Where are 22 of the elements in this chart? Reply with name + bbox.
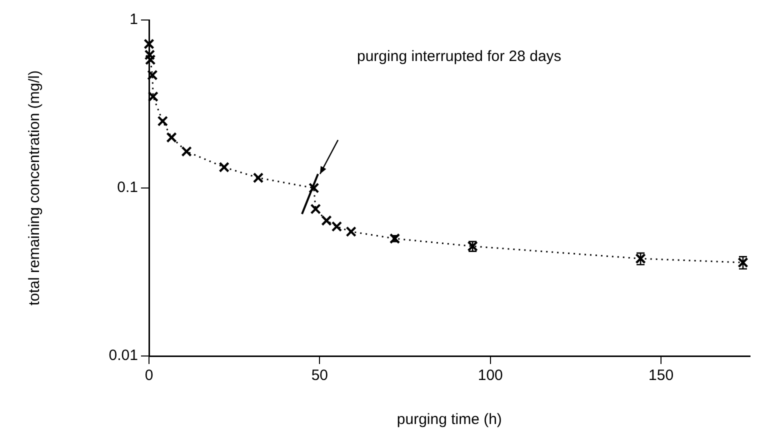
x-tick-label: 50 [311,367,328,384]
point [308,182,320,194]
point [147,70,158,80]
y-tick-label: 0.1 [117,179,138,196]
x-axis-title: purging time (h) [396,411,502,428]
annotation: purging interrupted for 28 days [357,48,562,66]
point [252,172,264,184]
y-tick-label: 0.01 [108,347,138,364]
point [331,221,342,232]
point [157,116,168,126]
point [148,91,158,102]
y-tick-label: 1 [130,11,138,28]
point [181,146,192,157]
point [321,215,332,226]
x-tick-label: 100 [478,367,503,384]
point [310,204,321,214]
point [218,162,230,173]
y-axis-title: total remaining concentration (mg/l) [26,70,44,306]
point [166,132,177,143]
x-tick-label: 0 [144,367,154,384]
point [346,226,356,237]
x-tick-label: 150 [648,367,674,384]
